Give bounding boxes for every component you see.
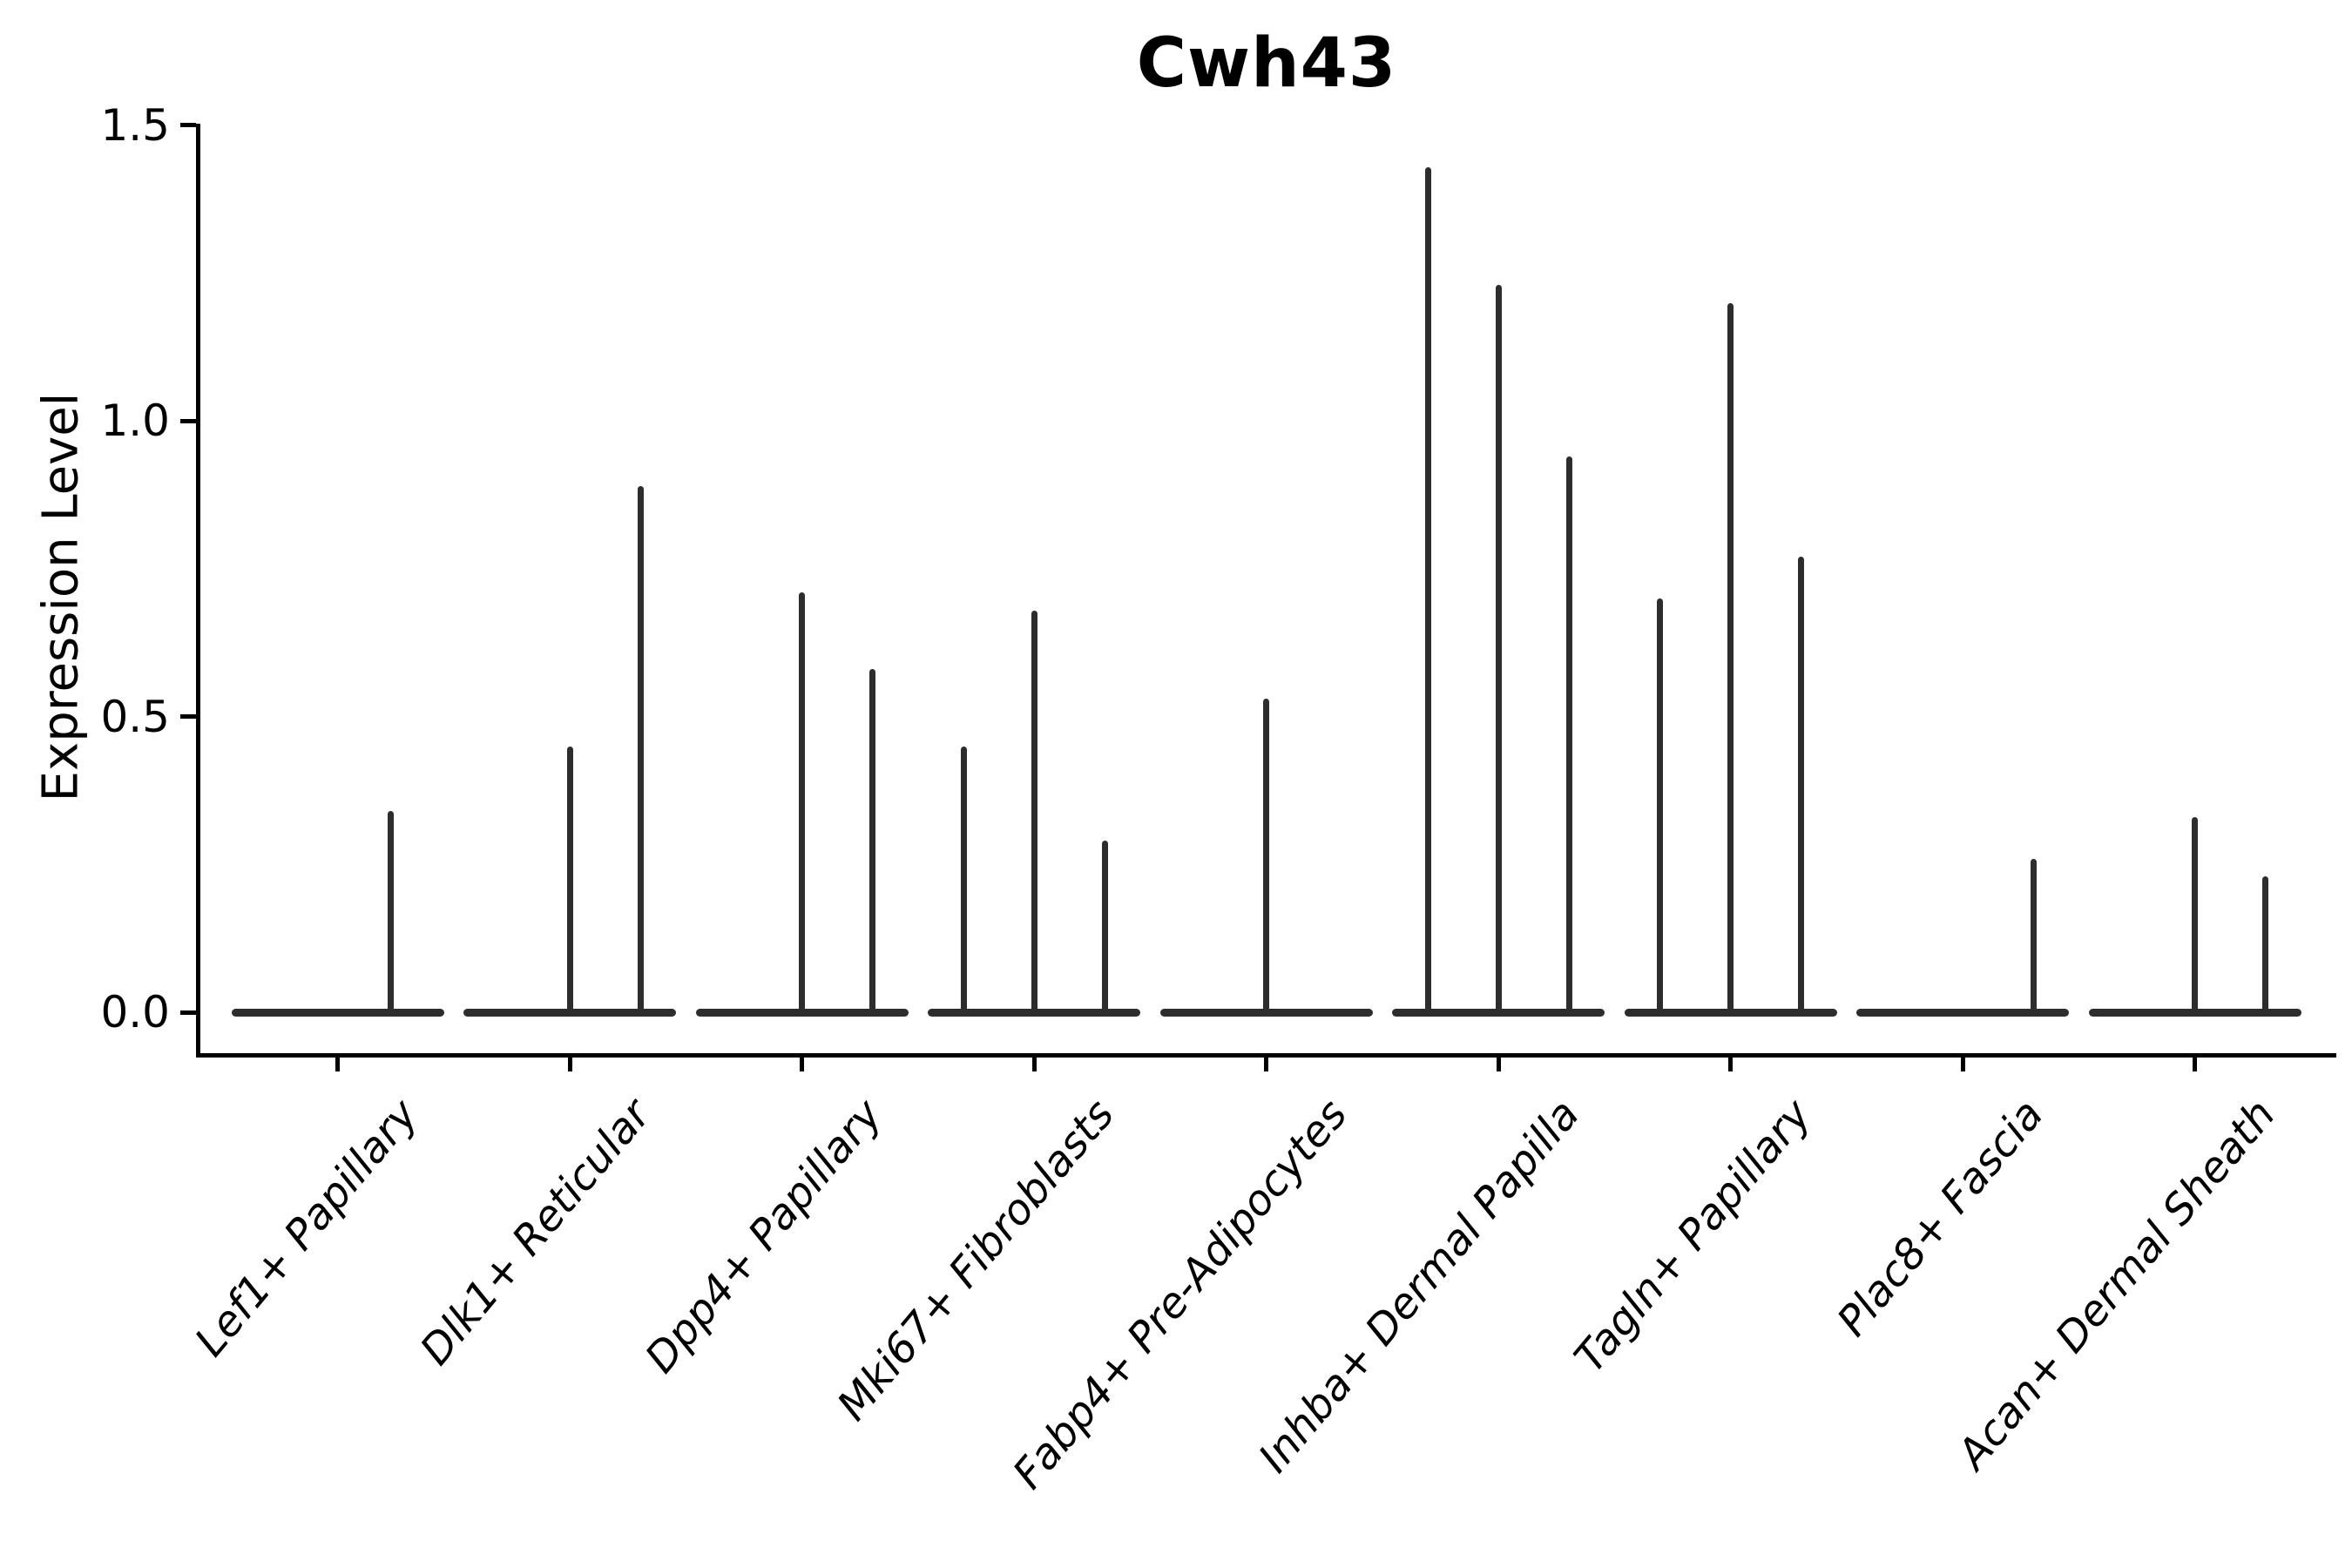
y-tick-label: 1.5 — [100, 99, 170, 151]
x-tick — [2193, 1058, 2198, 1071]
violin-baseline — [695, 1008, 909, 1017]
violin-spike — [637, 485, 644, 1012]
violin-baseline — [1159, 1008, 1373, 1017]
violin-spike — [388, 811, 394, 1012]
violin-spike — [869, 669, 876, 1012]
violin-spike — [1727, 302, 1734, 1012]
y-tick — [180, 418, 196, 423]
x-tick — [1728, 1058, 1734, 1071]
chart-title: Cwh43 — [1136, 24, 1397, 103]
y-tick — [180, 714, 196, 720]
violin-spike — [1031, 610, 1037, 1012]
x-tick — [1264, 1058, 1269, 1071]
violin-spike — [566, 746, 573, 1012]
violin-baseline — [928, 1008, 1141, 1017]
violin-spike — [1495, 285, 1502, 1012]
violin-spike — [799, 592, 806, 1012]
x-tick — [335, 1058, 340, 1071]
violin-spike — [1101, 841, 1108, 1012]
violin-baseline — [1856, 1008, 2070, 1017]
x-tick-label: Plac8+ Fascia — [1828, 1090, 2053, 1346]
violin-spike — [2192, 817, 2199, 1012]
violin-baseline — [463, 1008, 677, 1017]
y-tick-label: 0.0 — [100, 987, 170, 1037]
x-tick — [1031, 1058, 1037, 1071]
y-tick-label: 0.5 — [100, 691, 170, 742]
y-tick — [180, 1010, 196, 1015]
x-tick-label: Tagln+ Papillary — [1565, 1090, 1821, 1382]
violin-spike — [2030, 858, 2037, 1012]
x-tick — [1496, 1058, 1501, 1071]
violin-baseline — [1392, 1008, 1605, 1017]
x-tick — [800, 1058, 805, 1071]
x-axis-line — [196, 1053, 2336, 1058]
violin-spike — [2262, 875, 2269, 1012]
violin-baseline — [2088, 1008, 2301, 1017]
violin-spike — [1263, 699, 1270, 1012]
violin-spike — [1798, 557, 1805, 1012]
y-tick — [180, 123, 196, 128]
x-tick-label: Lef1+ Papillary — [185, 1090, 428, 1366]
y-tick-label: 1.0 — [100, 395, 170, 447]
x-tick — [1960, 1058, 1965, 1071]
violin-spike — [1657, 598, 1664, 1012]
violin-spike — [1424, 166, 1431, 1012]
violin-baseline — [1624, 1008, 1837, 1017]
x-tick-label: Dlk1+ Reticular — [410, 1090, 660, 1375]
violin-baseline — [231, 1008, 444, 1017]
x-tick — [567, 1058, 572, 1071]
y-axis-line — [196, 124, 200, 1058]
violin-spike — [1565, 456, 1572, 1012]
violin-spike — [960, 746, 967, 1012]
x-tick-label: Dpp4+ Papillary — [636, 1090, 892, 1382]
